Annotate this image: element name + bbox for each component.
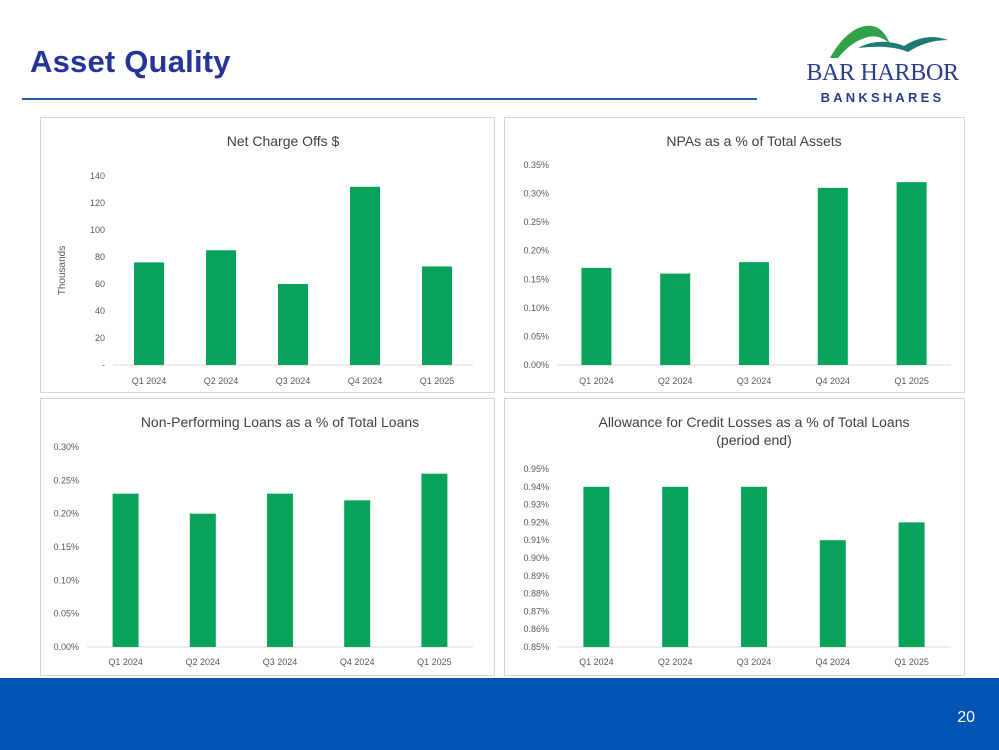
bar	[817, 187, 848, 365]
x-tick-label: Q1 2024	[132, 376, 167, 386]
y-tick-label: 0.85%	[523, 642, 549, 652]
chart-panel-npas: NPAs as a % of Total Assets 0.00% 0.05% 0.1…	[504, 117, 965, 393]
bar	[422, 266, 452, 365]
logo-subtitle: BANKSHARES	[820, 90, 945, 105]
title-divider	[22, 98, 757, 100]
y-tick-label: 0.95%	[523, 464, 549, 474]
x-tick-label: Q3 2024	[276, 376, 311, 386]
x-tick-label: Q2 2024	[658, 657, 693, 667]
y-tick-label: 0.94%	[523, 482, 549, 492]
y-tick-label: 0.86%	[523, 624, 549, 634]
chart-panel-npl: Non-Performing Loans as a % of Total Loa…	[40, 398, 495, 676]
y-tick-label: 0.00%	[523, 360, 549, 370]
bar	[660, 273, 691, 365]
y-tick-label: 0.00%	[53, 642, 79, 652]
x-tick-label: Q1 2025	[894, 376, 929, 386]
x-tick-label: Q2 2024	[658, 376, 693, 386]
bar	[134, 262, 164, 365]
bar	[278, 284, 308, 365]
y-tick-label: 0.20%	[53, 509, 79, 519]
x-tick-label: Q3 2024	[737, 657, 772, 667]
bar	[896, 182, 927, 365]
y-tick-label: 0.35%	[523, 160, 549, 170]
y-tick-label: 120	[90, 198, 105, 208]
y-tick-label: 0.92%	[523, 517, 549, 527]
y-tick-label: 20	[95, 333, 105, 343]
footer-bar: 20	[0, 678, 999, 750]
y-tick-label: 0.30%	[53, 442, 79, 452]
acl-chart: Allowance for Credit Losses as a % of To…	[523, 414, 951, 667]
y-tick-label: 0.15%	[53, 542, 79, 552]
bar	[739, 262, 769, 365]
y-tick-label: 60	[95, 279, 105, 289]
chart-title: (period end)	[716, 432, 792, 448]
x-tick-label: Q1 2024	[579, 657, 614, 667]
y-tick-label: 0.87%	[523, 606, 549, 616]
y-tick-label: 140	[90, 171, 105, 181]
y-tick-label: 0.89%	[523, 571, 549, 581]
bar	[741, 486, 767, 647]
x-tick-label: Q1 2025	[894, 657, 929, 667]
x-tick-label: Q4 2024	[816, 657, 851, 667]
logo-hills-icon	[830, 25, 948, 58]
y-tick-label: 0.15%	[523, 274, 549, 284]
y-axis-label: Thousands	[57, 246, 68, 295]
bar	[662, 486, 689, 647]
y-tick-label: 0.90%	[523, 553, 549, 563]
bar	[267, 493, 293, 647]
bar	[206, 250, 236, 365]
chart-title: Allowance for Credit Losses as a % of To…	[598, 414, 909, 430]
page-number: 20	[957, 709, 975, 726]
chart-title: NPAs as a % of Total Assets	[666, 133, 841, 149]
y-tick-label: 40	[95, 306, 105, 316]
x-tick-label: Q1 2024	[108, 657, 143, 667]
y-tick-label: 0.05%	[523, 331, 549, 341]
bar	[350, 186, 380, 365]
x-tick-label: Q4 2024	[816, 376, 851, 386]
net-charge-offs-chart: Net Charge Offs $ - 20 40 60 80 100 120 140 Thous…	[57, 133, 473, 386]
bar	[421, 473, 448, 647]
x-tick-label: Q1 2025	[420, 376, 455, 386]
x-tick-label: Q1 2024	[579, 376, 614, 386]
npl-chart: Non-Performing Loans as a % of Total Loa…	[53, 414, 473, 667]
bar	[819, 540, 846, 647]
y-tick-label: 100	[90, 225, 105, 235]
bar	[581, 267, 612, 365]
bar	[344, 500, 371, 647]
y-tick-label: 0.88%	[523, 589, 549, 599]
y-tick-label: 80	[95, 252, 105, 262]
y-tick-label: 0.10%	[53, 575, 79, 585]
x-tick-label: Q4 2024	[348, 376, 383, 386]
logo-wordmark: BAR HARBOR	[806, 60, 959, 86]
y-tick-label: -	[102, 360, 105, 370]
x-tick-label: Q4 2024	[340, 657, 375, 667]
x-tick-label: Q1 2025	[417, 657, 452, 667]
y-tick-label: 0.20%	[523, 246, 549, 256]
x-tick-label: Q3 2024	[737, 376, 772, 386]
npas-chart: NPAs as a % of Total Assets 0.00% 0.05% 0.1…	[523, 133, 951, 386]
chart-panel-acl: Allowance for Credit Losses as a % of To…	[504, 398, 965, 676]
x-tick-label: Q3 2024	[263, 657, 298, 667]
x-tick-label: Q2 2024	[204, 376, 239, 386]
bar-harbor-logo: BAR HARBOR BANKSHARES	[800, 18, 965, 105]
bar	[189, 513, 216, 647]
bar	[112, 493, 139, 647]
y-tick-label: 0.91%	[523, 535, 549, 545]
bar	[898, 522, 925, 647]
x-tick-label: Q2 2024	[186, 657, 221, 667]
chart-title: Net Charge Offs $	[227, 133, 340, 149]
bar	[583, 486, 610, 647]
chart-title: Non-Performing Loans as a % of Total Loa…	[141, 414, 419, 430]
y-tick-label: 0.05%	[53, 609, 79, 619]
y-tick-label: 0.93%	[523, 500, 549, 510]
y-tick-label: 0.25%	[523, 217, 549, 227]
y-tick-label: 0.10%	[523, 303, 549, 313]
y-tick-label: 0.30%	[523, 189, 549, 199]
page-title: Asset Quality	[30, 44, 231, 79]
y-tick-label: 0.25%	[53, 475, 79, 485]
chart-panel-net-charge-offs: Net Charge Offs $ - 20 40 60 80 100 120 140 Thous…	[40, 117, 495, 393]
